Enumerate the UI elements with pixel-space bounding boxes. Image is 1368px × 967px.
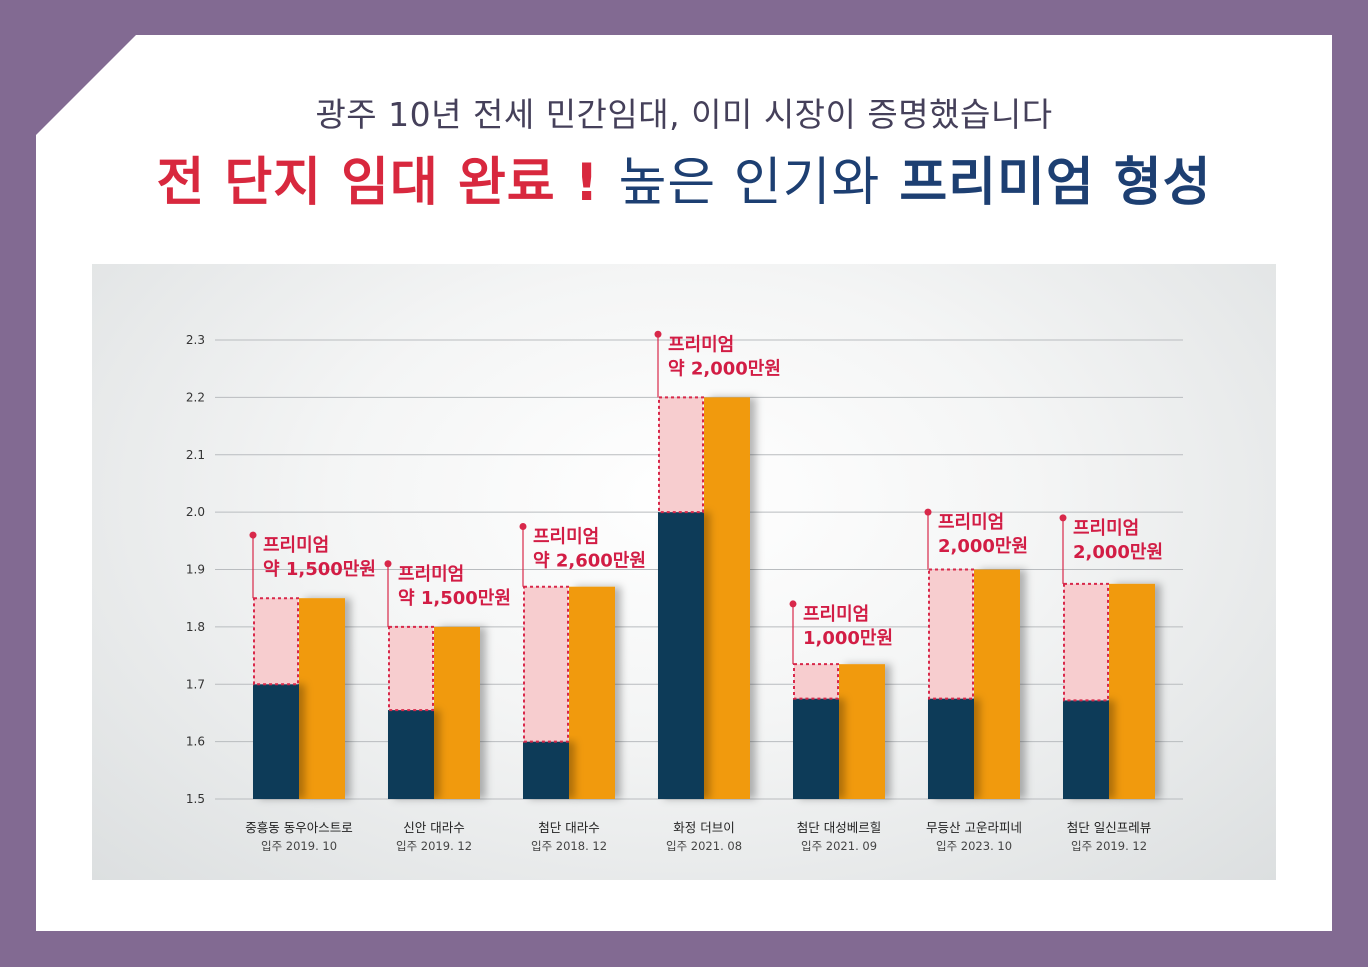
- title-part-2: 높은 인기와: [618, 153, 881, 213]
- base-bar: [1063, 700, 1109, 799]
- y-tick-label: 2.1: [186, 448, 205, 462]
- premium-label: 프리미엄: [533, 526, 599, 547]
- bar-layer: [253, 396, 1155, 799]
- total-bar: [1109, 583, 1155, 799]
- premium-amount: 2,000만원: [938, 536, 1028, 557]
- total-bar: [704, 397, 750, 799]
- category-label: 첨단 일신프레뷰: [1067, 820, 1151, 835]
- y-tick-label: 2.3: [186, 333, 205, 347]
- base-bar: [253, 684, 299, 799]
- y-tick-label: 1.5: [186, 792, 205, 806]
- premium-label: 프리미엄: [803, 604, 869, 625]
- title-part-1: 전 단지 임대 완료 !: [156, 153, 600, 213]
- category-subtitle: 입주 2021. 09: [801, 839, 877, 853]
- premium-label: 프리미엄: [668, 334, 734, 355]
- premium-label: 프리미엄: [938, 512, 1004, 533]
- premium-segment: [928, 568, 974, 700]
- category-subtitle: 입주 2018. 12: [531, 839, 607, 853]
- category-subtitle: 입주 2023. 10: [936, 839, 1012, 853]
- category-label: 신안 대라수: [403, 820, 464, 835]
- y-tick-label: 1.7: [186, 677, 205, 691]
- base-bar: [928, 698, 974, 799]
- y-tick-label: 2.0: [186, 505, 205, 519]
- premium-label: 프리미엄: [263, 535, 329, 556]
- premium-segment: [1063, 582, 1109, 702]
- premium-segment: [388, 625, 434, 712]
- premium-segment: [793, 663, 839, 700]
- title-part-3: 프리미엄 형성: [899, 153, 1212, 213]
- premium-segment: [253, 597, 299, 686]
- base-bar: [523, 741, 569, 799]
- headline: 광주 10년 전세 민간임대, 이미 시장이 증명했습니다: [315, 95, 1053, 134]
- base-bar: [793, 698, 839, 799]
- total-bar: [839, 664, 885, 799]
- grid-layer: 1.5 1.6 1.7 1.8 1.9 2.0 2.1 2.2 2.3: [186, 333, 1183, 806]
- total-bar: [569, 586, 615, 799]
- premium-label: 프리미엄: [1073, 518, 1139, 539]
- category-subtitle: 입주 2019. 12: [396, 839, 472, 853]
- total-bar: [299, 598, 345, 799]
- total-bar: [974, 569, 1020, 799]
- premium-segment: [523, 585, 569, 743]
- premium-amount: 약 2,600만원: [533, 549, 646, 571]
- y-tick-label: 1.9: [186, 563, 205, 577]
- category-subtitle: 입주 2021. 08: [666, 839, 742, 853]
- total-bar: [434, 626, 480, 799]
- premium-segment: [658, 396, 704, 514]
- premium-label: 프리미엄: [398, 564, 464, 585]
- category-subtitle: 입주 2019. 10: [261, 839, 337, 853]
- premium-amount: 1,000만원: [803, 628, 893, 649]
- category-label: 첨단 대라수: [538, 820, 599, 835]
- base-bar: [658, 512, 704, 799]
- category-label: 무등산 고운라피네: [926, 820, 1022, 835]
- y-tick-label: 1.8: [186, 620, 205, 634]
- category-label: 중흥동 동우아스트로: [245, 820, 352, 835]
- premium-amount: 약 1,500만원: [263, 558, 376, 580]
- y-tick-label: 2.2: [186, 390, 205, 404]
- category-label: 첨단 대성베르힐: [797, 820, 881, 835]
- premium-amount: 약 2,000만원: [668, 357, 781, 379]
- y-tick-label: 1.6: [186, 735, 205, 749]
- base-bar: [388, 710, 434, 799]
- premium-amount: 2,000만원: [1073, 542, 1163, 563]
- main-title: 전 단지 임대 완료 ! 높은 인기와 프리미엄 형성: [0, 140, 1368, 215]
- premium-amount: 약 1,500만원: [398, 587, 511, 609]
- category-subtitle: 입주 2019. 12: [1071, 839, 1147, 853]
- category-label: 화정 더브이: [673, 820, 734, 835]
